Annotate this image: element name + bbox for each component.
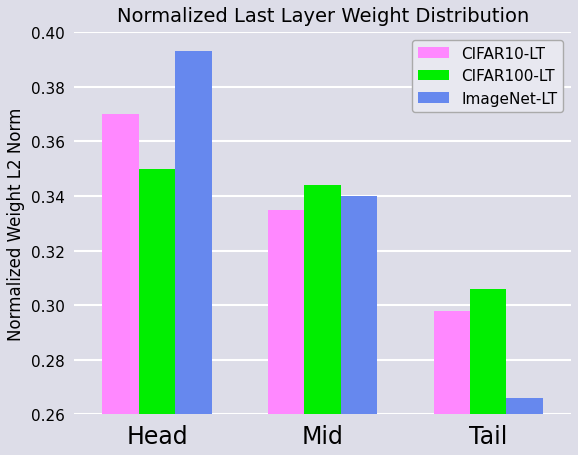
Bar [268,210,305,415]
Legend: CIFAR10-LT, CIFAR100-LT, ImageNet-LT: CIFAR10-LT, CIFAR100-LT, ImageNet-LT [412,40,564,113]
Bar [102,115,139,415]
Bar [305,186,341,415]
Bar [175,52,212,415]
Title: Normalized Last Layer Weight Distribution: Normalized Last Layer Weight Distributio… [117,7,529,26]
Y-axis label: Normalized Weight L2 Norm: Normalized Weight L2 Norm [7,107,25,340]
Bar [470,289,506,415]
Bar [506,398,543,415]
Bar [434,311,470,415]
Bar [139,169,175,415]
Bar [341,197,377,415]
